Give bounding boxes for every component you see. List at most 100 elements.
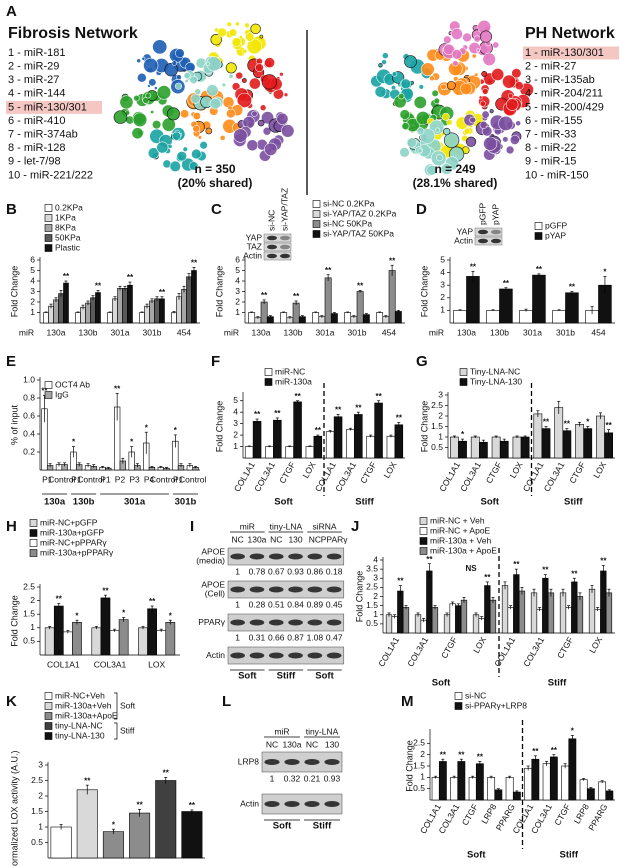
blot-band — [284, 801, 300, 807]
significance: ** — [127, 273, 134, 282]
y-tick-label: 1 — [38, 821, 43, 831]
network-node — [441, 112, 450, 121]
significance: ** — [84, 776, 91, 785]
network-node — [489, 109, 494, 114]
legend-label: si-NC — [465, 690, 486, 700]
y-tick-label: 1 — [420, 772, 425, 782]
y-axis-label: Fold Change — [419, 266, 429, 318]
significance: ** — [325, 266, 332, 275]
network-node — [156, 85, 172, 100]
blot-row-label: (media) — [196, 555, 225, 565]
blot-quant: 0.93 — [324, 773, 341, 783]
network-node — [113, 110, 128, 124]
bar — [431, 777, 440, 801]
network-node — [507, 93, 514, 99]
network-node — [172, 131, 182, 141]
network-node — [248, 77, 261, 90]
bar — [489, 599, 497, 634]
x-tick-label: 454 — [382, 327, 396, 337]
significance: ** — [56, 594, 63, 603]
network-item: 10 - miR-221/222 — [8, 169, 93, 181]
bar — [457, 761, 466, 801]
significance: * — [122, 609, 126, 618]
bar — [63, 282, 69, 324]
network-node — [446, 81, 456, 90]
significance: ** — [600, 557, 607, 566]
significance: ** — [95, 282, 102, 291]
legend-label: pYAP — [545, 230, 566, 240]
network-node — [471, 53, 477, 59]
blot-quant: 0.67 — [268, 566, 285, 576]
significance: ** — [536, 265, 543, 274]
legend-swatch — [459, 368, 468, 376]
legend-swatch — [312, 220, 321, 228]
legend-swatch — [419, 547, 428, 555]
network-node — [164, 62, 179, 77]
bar — [53, 299, 59, 324]
network-node — [399, 147, 410, 158]
blot-lane: NC — [232, 534, 244, 544]
legend-bracket — [114, 722, 118, 740]
network-node — [420, 62, 435, 77]
legend-label: 8KPa — [55, 222, 76, 232]
network-node — [460, 82, 473, 95]
network-item: 3 - miR-135ab — [525, 74, 595, 86]
network-node — [119, 95, 134, 110]
network-item: 1 - miR-181 — [8, 47, 65, 59]
bar — [605, 592, 613, 634]
network-node — [404, 55, 417, 69]
panel-label: B — [6, 201, 17, 218]
group-label: 301b — [175, 497, 197, 508]
x-tick-label: 130b — [79, 327, 98, 337]
network-node — [473, 72, 479, 78]
legend-label: miR-NC+pGFP — [40, 517, 98, 527]
bar — [475, 763, 484, 801]
y-tick-label: 3 — [235, 286, 240, 296]
network-item: 2 - miR-29 — [8, 61, 59, 73]
bar — [344, 312, 352, 324]
bar — [449, 436, 459, 459]
y-tick-label: 1 — [233, 441, 238, 451]
y-axis-label: Fold Change — [354, 571, 364, 623]
network-node — [416, 127, 425, 136]
blot-band — [249, 619, 265, 626]
blot-band — [268, 619, 284, 626]
blot-row-label: LRP8 — [238, 756, 260, 766]
x-tick-label: 301b — [348, 327, 367, 337]
significance: ** — [375, 392, 382, 401]
network-node — [210, 33, 222, 46]
blot-quant: 0.21 — [304, 773, 321, 783]
network-node — [179, 109, 190, 119]
blot-quant: 1 — [235, 632, 240, 642]
bar — [90, 297, 96, 324]
blot-row-label: Actin — [206, 650, 225, 660]
legend-bracket — [114, 692, 118, 720]
blot-lane: NC — [266, 739, 278, 749]
x-tick-label: 130b — [490, 327, 509, 337]
network-node — [515, 120, 522, 127]
x-tick-label: LOX — [148, 659, 165, 669]
bar — [374, 402, 383, 459]
legend-swatch — [459, 378, 468, 386]
significance: ** — [569, 283, 576, 292]
network-node — [136, 58, 142, 64]
group-label: 301a — [124, 497, 146, 508]
y-tick-label: 2 — [440, 292, 445, 302]
network-node — [147, 147, 160, 159]
inset-row: TAZ — [247, 241, 262, 251]
bar — [512, 436, 522, 459]
legend-swatch — [312, 230, 321, 238]
legend-swatch — [454, 702, 463, 710]
bar — [43, 312, 49, 324]
legend-swatch — [29, 519, 38, 527]
legend-swatch — [419, 517, 428, 525]
network-node — [446, 119, 453, 126]
bar — [391, 616, 398, 634]
network-node — [406, 137, 417, 148]
bar — [542, 763, 551, 801]
bar — [512, 791, 521, 801]
y-tick-label: 2.5 — [431, 400, 443, 410]
significance: ** — [357, 282, 364, 291]
network-node — [399, 109, 411, 120]
y-tick-label: 2 — [420, 749, 425, 759]
